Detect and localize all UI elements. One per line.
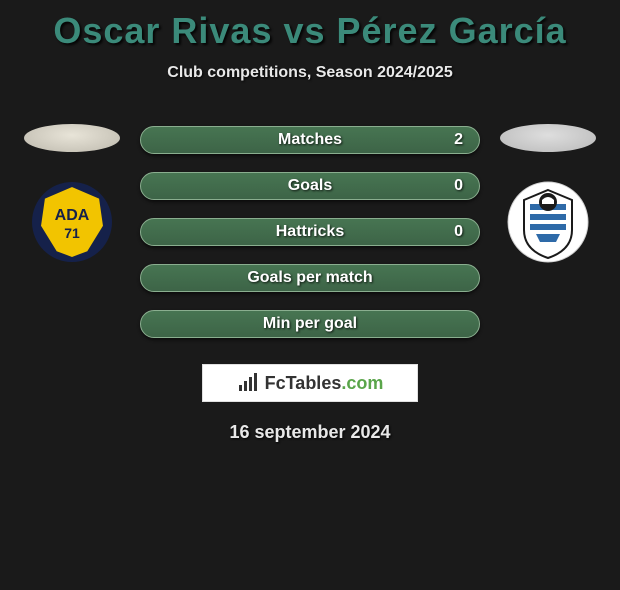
stat-row: Matches 2: [140, 126, 480, 154]
left-club-icon: ADA 71: [30, 180, 114, 264]
left-player-col: ADA 71: [22, 126, 122, 264]
stat-list: Matches 2 Goals 0 Hattricks 0 Goals per match M…: [140, 126, 480, 338]
svg-text:71: 71: [64, 225, 80, 241]
stat-value-right: 0: [454, 223, 463, 241]
stat-label: Goals per match: [247, 269, 372, 287]
right-player-ellipse: [500, 124, 596, 152]
left-club-badge: ADA 71: [30, 180, 114, 264]
chart-icon: [237, 373, 259, 393]
logo-text: FcTables.com: [265, 373, 384, 394]
right-player-col: [498, 126, 598, 264]
stat-row: Min per goal: [140, 310, 480, 338]
date-line: 16 september 2024: [0, 422, 620, 443]
right-club-badge: [506, 180, 590, 264]
page-title: Oscar Rivas vs Pérez García: [0, 10, 620, 52]
subtitle: Club competitions, Season 2024/2025: [0, 64, 620, 82]
stat-value-right: 2: [454, 131, 463, 149]
stat-label: Min per goal: [263, 315, 357, 333]
stat-row: Goals 0: [140, 172, 480, 200]
left-player-ellipse: [24, 124, 120, 152]
svg-text:ADA: ADA: [55, 207, 90, 224]
stat-row: Hattricks 0: [140, 218, 480, 246]
stat-label: Goals: [288, 177, 332, 195]
comparison-row: ADA 71 Matches 2 Goals 0 Hattricks 0 Goals per…: [0, 126, 620, 338]
right-club-icon: [506, 180, 590, 264]
logo-name: FcTables: [265, 373, 342, 393]
fctables-logo: FcTables.com: [202, 364, 418, 402]
stat-row: Goals per match: [140, 264, 480, 292]
stat-label: Matches: [278, 131, 342, 149]
logo-suffix: .com: [341, 373, 383, 393]
stat-label: Hattricks: [276, 223, 344, 241]
stat-value-right: 0: [454, 177, 463, 195]
